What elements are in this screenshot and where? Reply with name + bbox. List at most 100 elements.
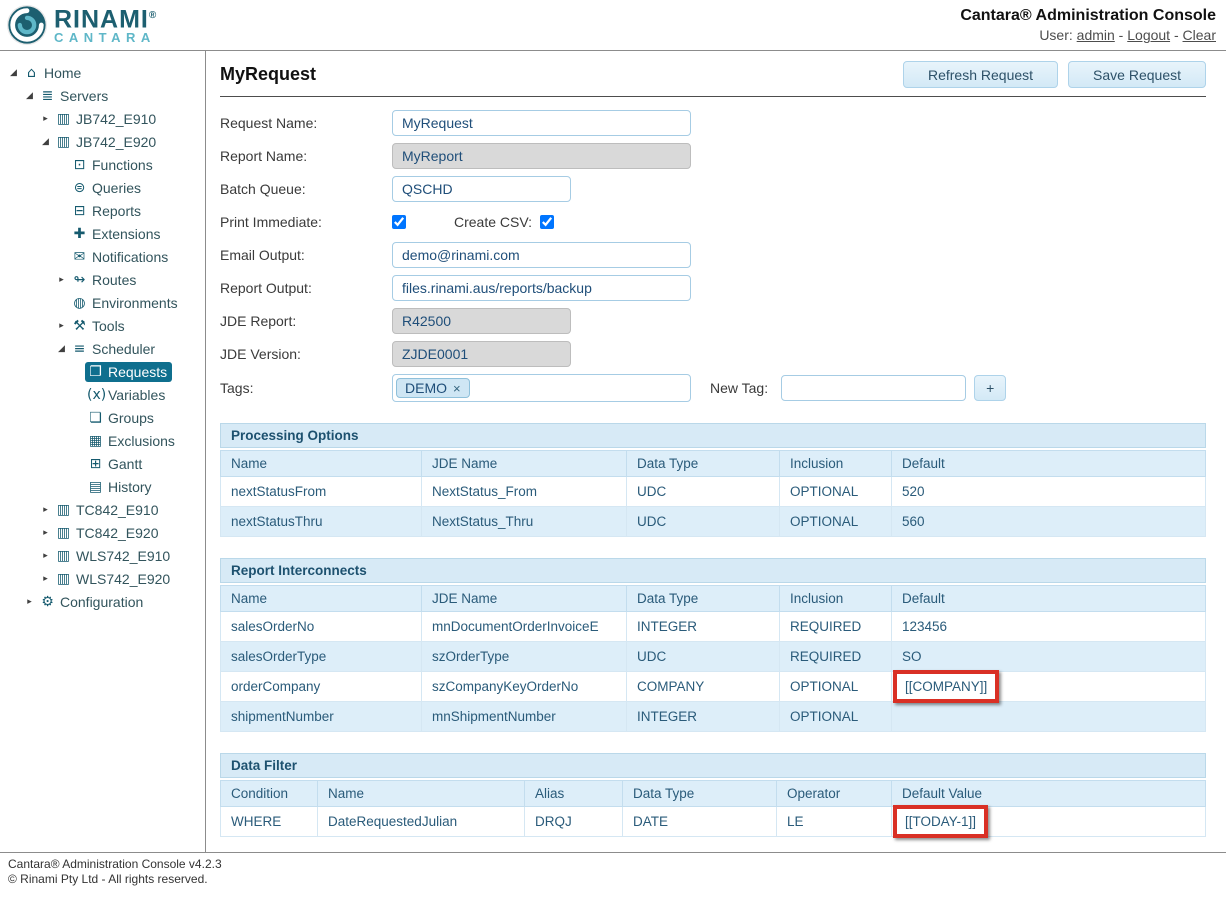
logo-secondary-text: CANTARA xyxy=(54,30,157,45)
sidebar-item-variables[interactable]: (x)Variables xyxy=(0,383,205,406)
configuration-icon: ⚙ xyxy=(39,594,56,610)
collapsed-expander-icon[interactable]: ▸ xyxy=(38,505,53,515)
variables-icon: (x) xyxy=(87,387,104,403)
sidebar-item-reports[interactable]: ⊟Reports xyxy=(0,199,205,222)
sidebar-item-home[interactable]: ◢⌂Home xyxy=(0,61,205,84)
sidebar-item-label: Queries xyxy=(92,180,141,196)
tags-input[interactable]: DEMO × xyxy=(392,374,691,402)
sidebar-item-servers[interactable]: ◢≣Servers xyxy=(0,84,205,107)
collapsed-expander-icon[interactable]: ▸ xyxy=(38,114,53,124)
sidebar-item-groups[interactable]: ❏Groups xyxy=(0,406,205,429)
collapsed-expander-icon[interactable]: ▸ xyxy=(54,275,69,285)
sidebar-item-wls742-e920[interactable]: ▸▥WLS742_E920 xyxy=(0,567,205,590)
sidebar-item-gantt[interactable]: ⊞Gantt xyxy=(0,452,205,475)
sidebar-item-requests[interactable]: ❐Requests xyxy=(0,360,205,383)
table-cell: UDC xyxy=(627,507,780,537)
sidebar-item-tc842-e920[interactable]: ▸▥TC842_E920 xyxy=(0,521,205,544)
collapsed-expander-icon[interactable]: ▸ xyxy=(38,574,53,584)
column-header-jde-name: JDE Name xyxy=(422,586,627,612)
tag-remove-icon[interactable]: × xyxy=(453,381,461,396)
print-immediate-checkbox[interactable] xyxy=(392,215,406,229)
table-cell: nextStatusFrom xyxy=(221,477,422,507)
column-header-inclusion: Inclusion xyxy=(780,451,892,477)
collapsed-expander-icon[interactable]: ▸ xyxy=(22,597,37,607)
expanded-expander-icon[interactable]: ◢ xyxy=(38,137,53,147)
sidebar-item-jb742-e920[interactable]: ◢▥JB742_E920 xyxy=(0,130,205,153)
server-icon: ▥ xyxy=(55,134,72,150)
sidebar-item-scheduler[interactable]: ◢≡Scheduler xyxy=(0,337,205,360)
table-cell: OPTIONAL xyxy=(780,507,892,537)
server-icon: ▥ xyxy=(55,111,72,127)
collapsed-expander-icon[interactable]: ▸ xyxy=(38,528,53,538)
sidebar-item-routes[interactable]: ▸↬Routes xyxy=(0,268,205,291)
sidebar-item-wls742-e910[interactable]: ▸▥WLS742_E910 xyxy=(0,544,205,567)
sidebar-item-configuration[interactable]: ▸⚙Configuration xyxy=(0,590,205,613)
sidebar-item-environments[interactable]: ◍Environments xyxy=(0,291,205,314)
new-tag-input[interactable] xyxy=(781,375,966,401)
expanded-expander-icon[interactable]: ◢ xyxy=(22,91,37,101)
jde-version-label: JDE Version: xyxy=(220,346,392,362)
table-cell: 560 xyxy=(892,507,1206,537)
table-row: shipmentNumbermnShipmentNumberINTEGEROPT… xyxy=(221,702,1206,732)
table-cell: OPTIONAL xyxy=(780,672,892,702)
column-header-name: Name xyxy=(221,586,422,612)
main-content: MyRequest Refresh Request Save Request R… xyxy=(206,51,1226,852)
reports-icon: ⊟ xyxy=(71,203,88,219)
annotation-highlight: [[COMPANY]] xyxy=(893,670,999,703)
table-row: salesOrderNomnDocumentOrderInvoiceEINTEG… xyxy=(221,612,1206,642)
add-tag-button[interactable]: + xyxy=(974,375,1006,401)
sidebar-item-tools[interactable]: ▸⚒Tools xyxy=(0,314,205,337)
table-cell: shipmentNumber xyxy=(221,702,422,732)
sidebar-item-label: Configuration xyxy=(60,594,143,610)
email-output-input[interactable] xyxy=(392,242,691,268)
sidebar-item-jb742-e910[interactable]: ▸▥JB742_E910 xyxy=(0,107,205,130)
column-header-inclusion: Inclusion xyxy=(780,586,892,612)
jde-version-input xyxy=(392,341,571,367)
table-cell: UDC xyxy=(627,477,780,507)
table-header-row: NameJDE NameData TypeInclusionDefault xyxy=(221,451,1206,477)
collapsed-expander-icon[interactable]: ▸ xyxy=(54,321,69,331)
user-link[interactable]: admin xyxy=(1077,27,1115,43)
table-header-row: NameJDE NameData TypeInclusionDefault xyxy=(221,586,1206,612)
collapsed-expander-icon[interactable]: ▸ xyxy=(38,551,53,561)
table-cell: OPTIONAL xyxy=(780,477,892,507)
sidebar-item-extensions[interactable]: ✚Extensions xyxy=(0,222,205,245)
table-cell: REQUIRED xyxy=(780,612,892,642)
sidebar-item-tc842-e910[interactable]: ▸▥TC842_E910 xyxy=(0,498,205,521)
column-header-name: Name xyxy=(318,781,525,807)
sidebar-item-functions[interactable]: ⊡Functions xyxy=(0,153,205,176)
expanded-expander-icon[interactable]: ◢ xyxy=(6,68,21,78)
print-immediate-label: Print Immediate: xyxy=(220,214,392,230)
sidebar-item-label: Scheduler xyxy=(92,341,155,357)
table-cell: nextStatusThru xyxy=(221,507,422,537)
sidebar-item-label: Environments xyxy=(92,295,178,311)
column-header-condition: Condition xyxy=(221,781,318,807)
expanded-expander-icon[interactable]: ◢ xyxy=(54,344,69,354)
logout-link[interactable]: Logout xyxy=(1127,27,1170,43)
column-header-data-type: Data Type xyxy=(623,781,777,807)
sidebar-item-exclusions[interactable]: ▦Exclusions xyxy=(0,429,205,452)
environments-icon: ◍ xyxy=(71,295,88,311)
table-cell: SO xyxy=(892,642,1206,672)
refresh-request-button[interactable]: Refresh Request xyxy=(903,61,1058,88)
table-row: salesOrderTypeszOrderTypeUDCREQUIREDSO xyxy=(221,642,1206,672)
save-request-button[interactable]: Save Request xyxy=(1068,61,1206,88)
sidebar-item-notifications[interactable]: ✉Notifications xyxy=(0,245,205,268)
table-cell: UDC xyxy=(627,642,780,672)
table-cell: szCompanyKeyOrderNo xyxy=(422,672,627,702)
extensions-icon: ✚ xyxy=(71,226,88,242)
table-cell: INTEGER xyxy=(627,702,780,732)
sidebar-item-history[interactable]: ▤History xyxy=(0,475,205,498)
table-cell: [[COMPANY]] xyxy=(892,672,1206,702)
create-csv-checkbox[interactable] xyxy=(540,215,554,229)
table-cell: 520 xyxy=(892,477,1206,507)
batch-queue-input[interactable] xyxy=(392,176,571,202)
clear-link[interactable]: Clear xyxy=(1183,27,1216,43)
report-output-input[interactable] xyxy=(392,275,691,301)
sidebar-item-queries[interactable]: ⊜Queries xyxy=(0,176,205,199)
table-cell: mnDocumentOrderInvoiceE xyxy=(422,612,627,642)
request-name-input[interactable] xyxy=(392,110,691,136)
data-filter-table: Data FilterConditionNameAliasData TypeOp… xyxy=(220,753,1206,837)
table-row: nextStatusThruNextStatus_ThruUDCOPTIONAL… xyxy=(221,507,1206,537)
sidebar-item-label: Extensions xyxy=(92,226,160,242)
